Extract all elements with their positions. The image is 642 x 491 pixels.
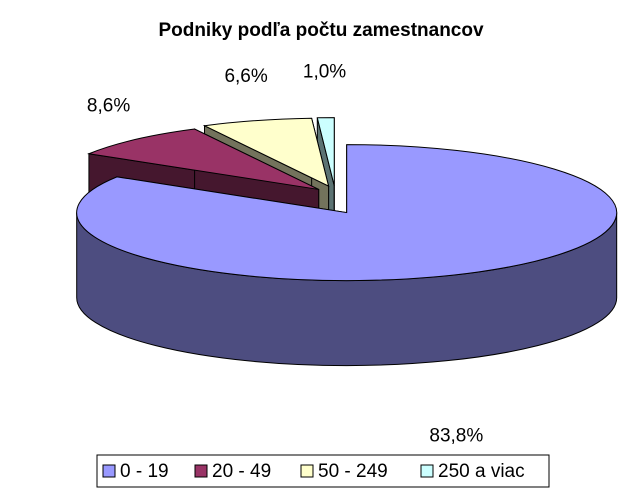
legend-swatch — [102, 464, 116, 478]
legend-swatch — [300, 464, 314, 478]
legend-label: 50 - 249 — [318, 461, 388, 482]
legend-label: 0 - 19 — [120, 461, 169, 482]
chart-title: Podniky podľa počtu zamestnancov — [158, 20, 484, 41]
slice-top — [76, 144, 618, 282]
legend-box — [96, 454, 550, 488]
legend-swatch — [420, 464, 434, 478]
slice-top — [316, 117, 335, 186]
slice-top — [87, 128, 319, 190]
data-label: 8,6% — [87, 96, 130, 117]
legend-label: 250 a viac — [438, 461, 525, 482]
data-label: 1,0% — [303, 62, 346, 83]
slice-top — [202, 117, 330, 188]
slice — [76, 144, 618, 367]
legend-label: 20 - 49 — [212, 461, 271, 482]
data-label: 83,8% — [429, 425, 483, 446]
legend-swatch — [194, 464, 208, 478]
data-label: 6,6% — [224, 66, 267, 87]
